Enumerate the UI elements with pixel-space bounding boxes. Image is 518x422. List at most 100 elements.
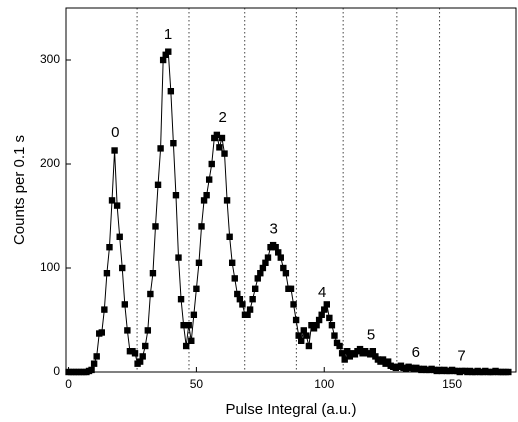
- data-point: [280, 264, 287, 272]
- data-point: [154, 181, 162, 188]
- data-point: [195, 259, 203, 266]
- data-point: [315, 316, 323, 324]
- data-point: [244, 311, 251, 318]
- x-tick-label: 0: [65, 377, 72, 391]
- data-point: [254, 275, 261, 282]
- data-point: [185, 322, 192, 329]
- data-point: [203, 192, 210, 199]
- data-point: [379, 356, 387, 363]
- data-point: [90, 360, 98, 367]
- peak-label: 4: [318, 284, 326, 301]
- data-point: [336, 342, 343, 350]
- y-tick-label: 300: [40, 52, 60, 66]
- data-point: [221, 150, 228, 157]
- data-point: [231, 275, 238, 282]
- data-point: [121, 301, 129, 308]
- data-point: [259, 264, 267, 272]
- data-point: [249, 296, 256, 303]
- data-point: [341, 356, 348, 363]
- data-point: [331, 332, 338, 339]
- data-point: [208, 160, 215, 168]
- data-point: [131, 350, 139, 357]
- peak-label: 0: [111, 124, 119, 141]
- data-point: [213, 131, 221, 139]
- data-point: [193, 285, 200, 292]
- x-tick-label: 50: [190, 377, 204, 391]
- data-point: [157, 145, 164, 152]
- data-point: [328, 322, 336, 329]
- data-point: [262, 259, 269, 266]
- data-point: [369, 348, 377, 355]
- data-point: [275, 249, 282, 256]
- peak-label: 2: [219, 109, 227, 126]
- data-point: [159, 56, 167, 64]
- peak-label: 5: [367, 327, 375, 344]
- data-point: [144, 327, 152, 334]
- plot-frame: [65, 7, 517, 373]
- data-point: [264, 254, 272, 261]
- data-point: [177, 296, 185, 303]
- data-point: [298, 337, 305, 344]
- data-point: [303, 332, 310, 339]
- data-point: [136, 358, 144, 365]
- data-point: [147, 290, 154, 298]
- y-tick-label: 200: [40, 156, 60, 170]
- data-point: [300, 327, 307, 334]
- data-point: [119, 264, 126, 272]
- data-point: [98, 329, 105, 336]
- data-point: [149, 270, 157, 277]
- data-point: [356, 345, 364, 353]
- data-point: [257, 270, 264, 277]
- data-point: [108, 197, 116, 204]
- data-point: [228, 259, 236, 266]
- data-point: [505, 368, 512, 376]
- data-point: [175, 254, 182, 261]
- data-point: [326, 314, 333, 322]
- data-point: [172, 192, 180, 199]
- data-point: [239, 301, 246, 308]
- data-point: [116, 233, 123, 240]
- y-axis-label: Counts per 0.1 s: [11, 135, 28, 245]
- data-point: [200, 197, 208, 204]
- data-point: [272, 244, 279, 251]
- data-point: [188, 337, 195, 344]
- data-point: [124, 327, 131, 334]
- data-point: [216, 144, 223, 151]
- data-point: [152, 223, 159, 230]
- peak-label: 3: [269, 220, 277, 237]
- data-point: [323, 301, 330, 308]
- data-point: [103, 270, 111, 277]
- data-point: [313, 322, 320, 329]
- data-point: [321, 306, 328, 313]
- data-point: [101, 306, 108, 313]
- peak-label: 6: [412, 344, 420, 361]
- data-point: [142, 342, 149, 350]
- data-point: [292, 316, 300, 324]
- x-tick-label: 150: [442, 377, 462, 391]
- data-point: [384, 358, 392, 365]
- data-point: [165, 48, 172, 55]
- data-point: [277, 254, 284, 261]
- y-tick-label: 100: [40, 260, 60, 274]
- data-point: [287, 285, 295, 292]
- x-tick-label: 100: [314, 377, 334, 391]
- data-point: [170, 140, 177, 147]
- data-point: [190, 311, 198, 318]
- data-point: [139, 353, 146, 360]
- data-point: [344, 348, 351, 355]
- data-point: [93, 353, 100, 360]
- data-point: [236, 296, 244, 303]
- data-point: [246, 306, 254, 313]
- data-point: [338, 350, 346, 357]
- data-point: [113, 202, 121, 209]
- data-point: [305, 342, 313, 350]
- peak-label: 7: [457, 347, 465, 364]
- data-point: [234, 290, 241, 298]
- data-point: [252, 285, 259, 292]
- data-line: [68, 50, 509, 373]
- data-point: [218, 134, 226, 142]
- y-tick-label: 0: [53, 364, 60, 378]
- x-axis-label: Pulse Integral (a.u.): [226, 401, 357, 418]
- data-point: [290, 301, 297, 308]
